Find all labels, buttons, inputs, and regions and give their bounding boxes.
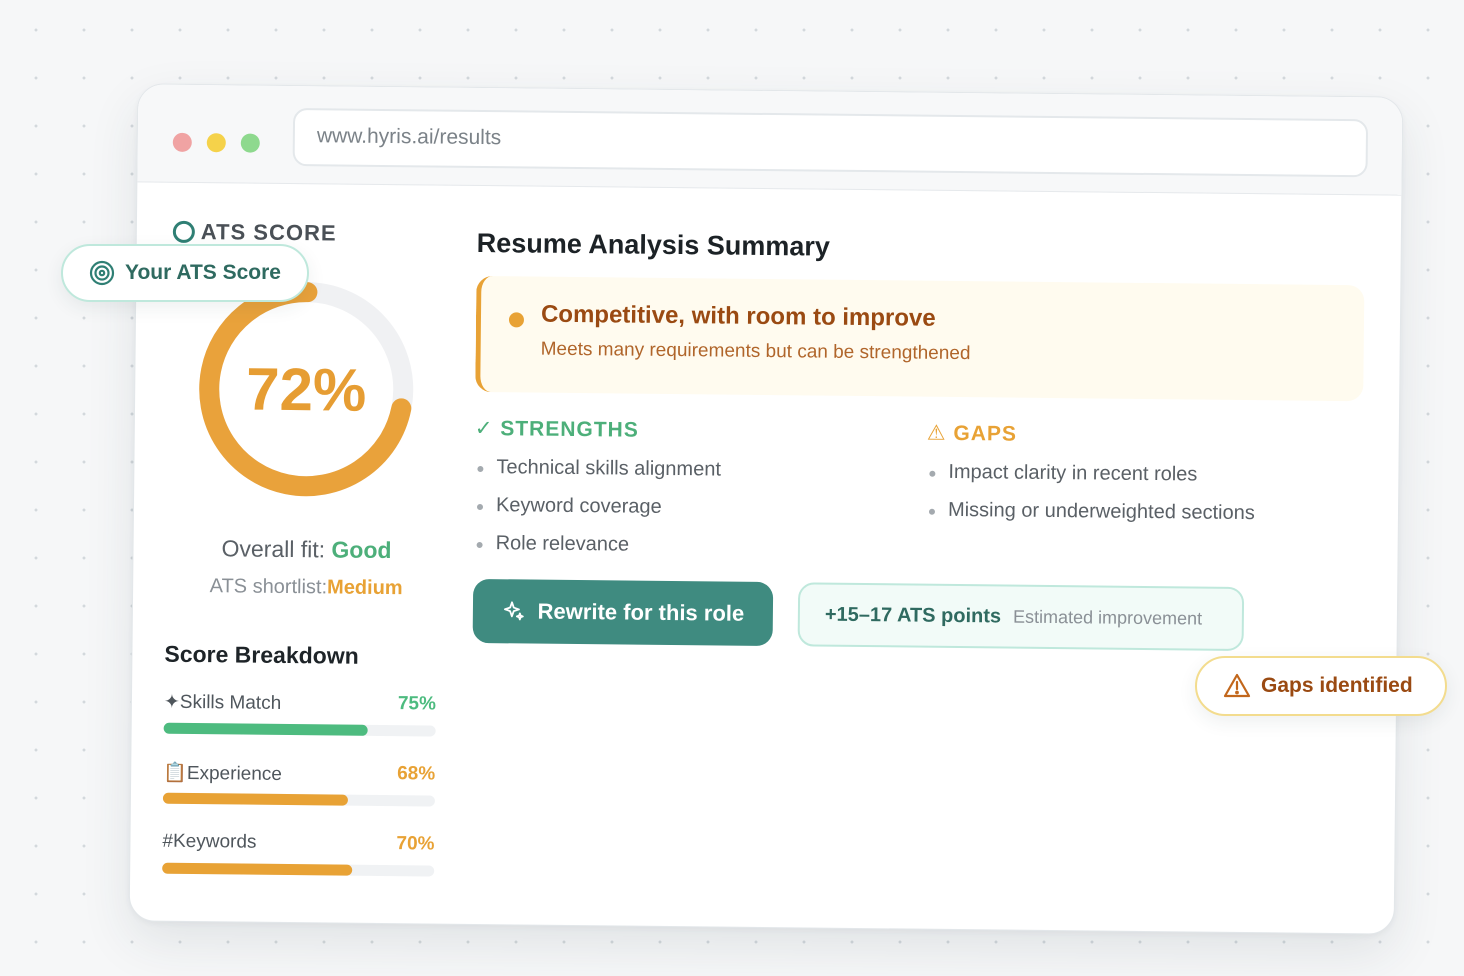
gaps-identified-label: Gaps identified <box>1261 674 1413 697</box>
score-breakdown-title: Score Breakdown <box>164 640 359 669</box>
list-item: Missing or underweighted sections <box>926 499 1255 540</box>
minimize-window-dot[interactable] <box>206 133 226 153</box>
breakdown-row-keywords: #Keywords 70% <box>162 830 435 877</box>
strengths-heading: ✓ STRENGTHS <box>474 416 639 442</box>
list-item: Keyword coverage <box>474 494 721 535</box>
gauge-arc <box>199 282 414 497</box>
ats-points-caption: Estimated improvement <box>1012 606 1203 629</box>
list-item: Technical skills alignment <box>474 456 721 497</box>
browser-titlebar: www.hyris.ai/results <box>137 84 1403 196</box>
ats-shortlist: ATS shortlist:Medium <box>161 575 451 601</box>
breakdown-label-keywords: #Keywords <box>162 830 257 853</box>
breakdown-fill-keywords <box>162 862 353 876</box>
shortlist-label: ATS shortlist: <box>209 575 328 599</box>
list-item: Role relevance <box>473 532 720 573</box>
overall-fit-label: Overall fit: <box>221 535 326 563</box>
target-icon <box>89 260 115 286</box>
your-ats-score-badge: Your ATS Score <box>61 244 309 302</box>
ats-points-value: +15–17 ATS points <box>824 603 1002 627</box>
overall-fit: Overall fit: Good <box>161 535 451 565</box>
sparkles-icon <box>503 601 524 621</box>
estimated-improvement-badge: +15–17 ATS points Estimated improvement <box>797 582 1245 652</box>
analysis-panel: Resume Analysis Summary Competitive, wit… <box>470 186 1377 895</box>
browser-window: www.hyris.ai/results ATS SCORE 72% Overa… <box>128 83 1404 935</box>
score-gauge: 72% <box>190 273 422 505</box>
sparkle-icon: ✦ <box>163 691 180 713</box>
warning-icon: ⚠ <box>926 421 947 445</box>
verdict-card: Competitive, with room to improve Meets … <box>475 275 1365 402</box>
breakdown-fill-skills <box>163 722 368 736</box>
breakdown-fill-experience <box>162 792 348 806</box>
ats-score-heading-text: ATS SCORE <box>200 219 337 246</box>
your-ats-score-label: Your ATS Score <box>125 261 281 284</box>
close-window-dot[interactable] <box>172 132 192 152</box>
gaps-list: Impact clarity in recent roles Missing o… <box>926 461 1256 540</box>
score-value: 72% <box>245 355 367 424</box>
breakdown-pct-experience: 68% <box>397 763 436 785</box>
breakdown-pct-keywords: 70% <box>396 833 435 855</box>
list-item: Impact clarity in recent roles <box>926 461 1255 502</box>
ats-score-heading: ATS SCORE <box>172 219 337 247</box>
warning-icon <box>1223 673 1251 698</box>
overall-fit-value: Good <box>331 536 392 564</box>
score-panel: ATS SCORE 72% Overall fit: Good ATS shor… <box>158 183 446 926</box>
shortlist-value: Medium <box>326 576 403 600</box>
hash-icon: # <box>162 830 174 852</box>
breakdown-label-experience: 📋Experience <box>163 762 283 785</box>
breakdown-label-skills: ✦Skills Match <box>163 691 282 714</box>
checkmark-icon: ✓ <box>474 416 494 441</box>
verdict-subtitle: Meets many requirements but can be stren… <box>540 338 971 365</box>
rewrite-button-label: Rewrite for this role <box>537 598 745 626</box>
maximize-window-dot[interactable] <box>240 133 260 153</box>
breakdown-row-skills: ✦Skills Match 75% <box>163 691 437 737</box>
status-dot-icon <box>508 312 525 328</box>
gaps-heading: ⚠ GAPS <box>926 421 1018 446</box>
clipboard-icon: 📋 <box>163 762 187 784</box>
target-icon <box>172 220 195 244</box>
rewrite-for-role-button[interactable]: Rewrite for this role <box>472 578 774 647</box>
verdict-title: Competitive, with room to improve <box>540 300 936 332</box>
breakdown-track-skills <box>163 722 436 737</box>
address-bar[interactable]: www.hyris.ai/results <box>292 108 1369 178</box>
strengths-list: Technical skills alignment Keyword cover… <box>473 456 722 573</box>
summary-title: Resume Analysis Summary <box>476 227 831 262</box>
breakdown-pct-skills: 75% <box>397 693 437 715</box>
gaps-identified-badge: Gaps identified <box>1195 656 1447 716</box>
breakdown-row-experience: 📋Experience 68% <box>162 761 436 807</box>
breakdown-track-experience <box>162 792 435 807</box>
breakdown-track-keywords <box>162 862 435 877</box>
